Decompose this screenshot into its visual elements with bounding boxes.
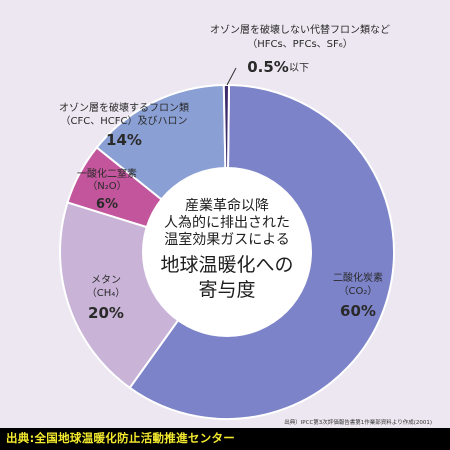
slice-label-methane-name: メタン xyxy=(91,274,121,286)
slice-label-co2-sub: （CO₂） xyxy=(339,285,378,297)
slice-label-hfc-value: 0.5% xyxy=(247,58,289,76)
slice-label-cfc-name: オゾン層を破壊するフロン類 xyxy=(59,101,189,114)
center-title-line-4: 地球温暖化への xyxy=(160,254,293,276)
slice-label-cfc-value: 14% xyxy=(106,131,142,149)
source-credit: 出典:全国地球温暖化防止活動推進センター xyxy=(6,431,236,445)
slice-label-hfc-suffix: 以下 xyxy=(289,63,309,74)
center-title-line-5: 寄与度 xyxy=(198,279,255,301)
reference-note: 出典）IPCC第3次評価報告書第1作業部資料より作成(2001) xyxy=(284,418,432,426)
slice-label-cfc-sub: （CFC、HCFC）及びハロン xyxy=(61,115,188,127)
center-title-line-3: 温室効果ガスによる xyxy=(164,231,290,248)
slice-label-n2o-name: 一酸化二窒素 xyxy=(77,167,137,180)
slice-label-hfc-sub: （HFCs、PFCs、SF₆） xyxy=(247,38,353,50)
slice-label-n2o-sub: （N₂O） xyxy=(87,180,126,192)
leader-line xyxy=(226,67,237,86)
slice-label-methane-value: 20% xyxy=(88,304,124,322)
source-bar xyxy=(0,428,450,450)
slice-label-hfc-name: オゾン層を破壊しない代替フロン類など xyxy=(210,23,390,36)
slice-label-n2o-value: 6% xyxy=(96,197,118,212)
donut-hole xyxy=(142,167,312,337)
slice-label-co2-value: 60% xyxy=(340,302,376,320)
center-title-line-1: 産業革命以降 xyxy=(185,197,269,214)
center-title-line-2: 人為的に排出された xyxy=(164,215,290,231)
slice-label-co2-name: 二酸化炭素 xyxy=(333,271,383,284)
slice-label-methane-sub: （CH₄） xyxy=(87,287,126,299)
